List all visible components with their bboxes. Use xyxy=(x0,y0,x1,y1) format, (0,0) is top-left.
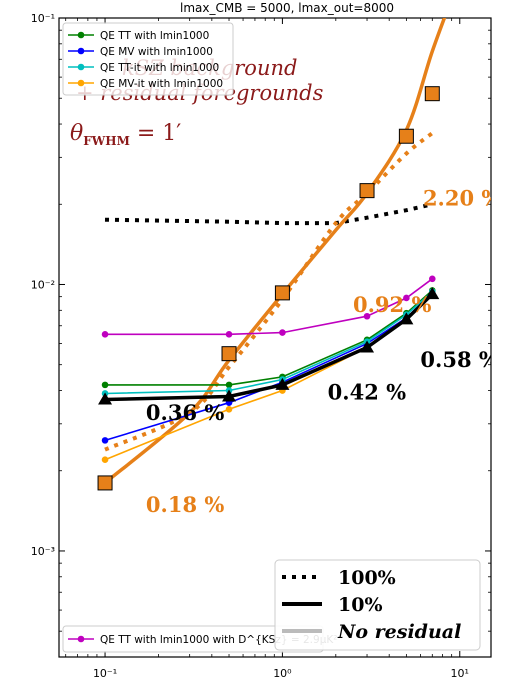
series-point-qe-tt-with-lmin1000-with-d-ksz-2-9-k- xyxy=(225,331,233,338)
series-point-qe-tt-with-lmin1000-with-d-ksz-2-9-k- xyxy=(363,312,371,320)
series-10pct-triangle xyxy=(425,287,440,300)
series-line-qe-tt-with-lmin1000 xyxy=(105,289,433,386)
series-10pct-triangle xyxy=(275,377,290,390)
x-tick-label: 10⁰ xyxy=(273,667,292,680)
legend-bottom-right-box xyxy=(274,559,481,651)
plot-content: kSZ background+ residual foregroundsθFWH… xyxy=(62,18,501,653)
series-point-qe-mv-with-lmin1000 xyxy=(101,437,109,444)
annotation-label: 0.42 % xyxy=(328,380,406,405)
series-point-qe-tt-with-lmin1000-with-d-ksz-2-9-k- xyxy=(279,329,286,336)
legend-top-swatch-marker xyxy=(77,31,85,39)
chart-title: lmax_CMB = 5000, lmax_out=8000 xyxy=(180,1,394,15)
series-square-marker xyxy=(359,183,375,199)
series-10pct-triangle xyxy=(222,389,237,402)
series-square-marker xyxy=(398,128,414,144)
series-point-qe-tt-with-lmin1000-with-d-ksz-2-9-k- xyxy=(101,331,109,338)
series-line-qe-tt-with-lmin1000-with-d-ksz-2-9-k- xyxy=(105,278,433,336)
series-point-qe-mv-it-with-lmin1000 xyxy=(225,406,233,413)
series-point-qe-tt-with-lmin1000 xyxy=(225,381,233,389)
series-10pct-line xyxy=(104,292,434,402)
series-10pct-triangle xyxy=(399,312,414,325)
series-square-marker xyxy=(221,346,237,362)
annotation-label: 0.36 % xyxy=(146,400,224,425)
legend-bottom-right-label: 10% xyxy=(338,594,383,616)
series-point-qe-tt-with-lmin1000-with-d-ksz-2-9-k- xyxy=(428,275,436,283)
series-point-qe-mv-it-with-lmin1000 xyxy=(101,456,109,464)
annotation-label: 2.20 % xyxy=(423,185,501,210)
legend-top-swatch-marker xyxy=(77,47,85,55)
legend-bottom-left-swatch-marker xyxy=(77,635,85,643)
legend-top-label: QE MV with lmin1000 xyxy=(100,46,213,58)
legend-top-swatch-marker xyxy=(77,79,85,87)
plot-area xyxy=(58,17,492,658)
legend-top-swatch-marker xyxy=(77,63,85,71)
overlay-theta-fwhm: θFWHM = 1′ xyxy=(70,121,181,148)
y-tick-label: 10⁻¹ xyxy=(31,12,55,25)
annotation-label: 0.58 % xyxy=(420,347,498,372)
series-point-qe-tt-with-lmin1000 xyxy=(101,381,109,389)
annotation-label: 0.92 % xyxy=(353,292,431,317)
series-10pct-triangle xyxy=(98,392,113,405)
legend-top: QE TT with lmin1000 QE MV with lmin1000 QE… xyxy=(62,22,234,96)
y-tick-label: 10⁻² xyxy=(31,278,55,291)
annotation-label: 0.18 % xyxy=(146,492,224,517)
legend-top-label: QE MV-it with lmin1000 xyxy=(100,78,223,90)
legend-top-box xyxy=(62,22,234,96)
y-tick-label: 10⁻³ xyxy=(31,545,55,558)
legend-bottom-right: 100% 10% No residual xyxy=(274,559,481,651)
legend-top-label: QE TT-it with lmin1000 xyxy=(100,62,219,74)
series-square-marker xyxy=(97,475,113,491)
legend-top-label: QE TT with lmin1000 xyxy=(100,30,209,42)
series-square-marker xyxy=(274,285,290,301)
series-line-qe-tt-it-with-lmin1000 xyxy=(104,291,433,395)
legend-bottom-right-label: No residual xyxy=(337,621,461,643)
series-point-qe-tt-with-lmin1000-with-d-ksz-2-9-k- xyxy=(403,294,410,302)
legend-bottom-right-label: 100% xyxy=(338,567,396,589)
x-tick-label: 10¹ xyxy=(451,667,469,680)
series-square-marker xyxy=(424,86,440,102)
series-no-residual-line xyxy=(103,18,447,485)
series-10pct-triangle xyxy=(360,340,375,353)
x-tick-label: 10⁻¹ xyxy=(93,667,117,680)
